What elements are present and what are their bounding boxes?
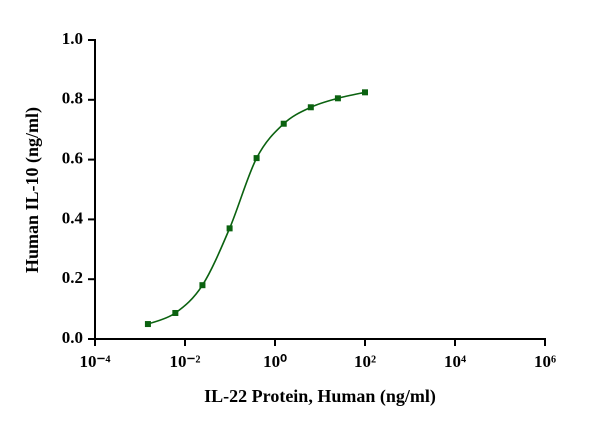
x-tick-label: 10⁻⁴ xyxy=(79,352,110,371)
point xyxy=(362,89,368,96)
y-tick-label: 0.6 xyxy=(62,149,83,168)
point xyxy=(199,282,206,289)
x-axis-label: IL-22 Protein, Human (ng/ml) xyxy=(204,386,436,407)
point xyxy=(144,321,151,328)
x-tick-label: 10⁰ xyxy=(263,352,287,371)
y-tick-label: 0.0 xyxy=(62,328,83,347)
point xyxy=(307,104,314,111)
x-tick-label: 10² xyxy=(354,352,376,371)
x-tick-label: 10⁶ xyxy=(534,352,556,371)
y-tick-label: 0.4 xyxy=(62,208,84,227)
y-tick-label: 0.8 xyxy=(62,89,83,108)
point xyxy=(226,225,233,232)
y-axis-label: Human IL-10 (ng/ml) xyxy=(22,107,43,273)
x-tick-label: 10⁻² xyxy=(169,352,200,371)
point xyxy=(172,309,179,316)
point xyxy=(253,155,260,162)
point xyxy=(280,120,287,127)
x-tick-label: 10⁴ xyxy=(444,352,466,371)
fit-curve xyxy=(147,91,366,325)
point xyxy=(334,95,341,102)
y-tick-label: 1.0 xyxy=(62,29,83,48)
y-tick-label: 0.2 xyxy=(62,268,83,287)
